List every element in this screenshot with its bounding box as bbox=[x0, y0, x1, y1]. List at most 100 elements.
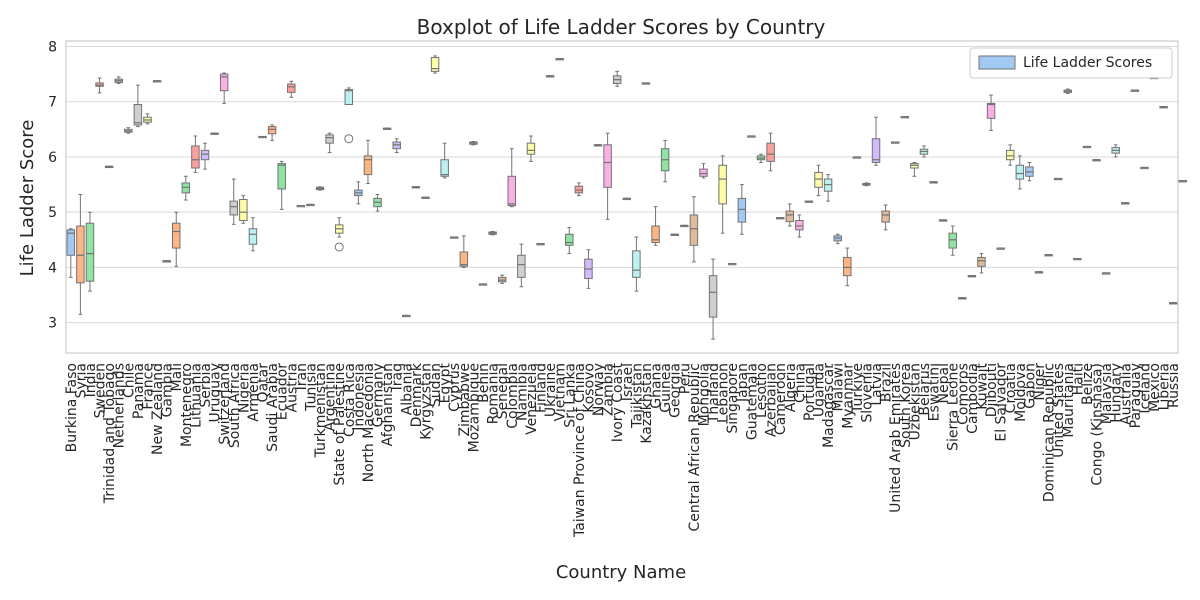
x-tick-label: New Zealand bbox=[150, 363, 166, 455]
box-iqr bbox=[277, 163, 286, 190]
box-65 bbox=[689, 196, 699, 263]
x-tick-label: Iran bbox=[294, 363, 310, 390]
box-20 bbox=[258, 135, 267, 139]
x-axis-label: Country Name bbox=[556, 562, 686, 583]
box-iqr bbox=[191, 145, 200, 169]
box-iqr bbox=[814, 171, 823, 188]
box-78 bbox=[814, 164, 823, 197]
box-48 bbox=[526, 135, 536, 162]
x-tick-label: Norway bbox=[591, 363, 607, 416]
x-tick-label: Sierra Leone bbox=[946, 363, 962, 451]
box-56 bbox=[603, 132, 612, 220]
y-tick-label: 8 bbox=[48, 40, 57, 56]
box-12 bbox=[181, 175, 191, 201]
box-iqr bbox=[948, 232, 957, 249]
box-52 bbox=[565, 227, 574, 255]
x-tick-label: Azerbaijan bbox=[764, 363, 780, 437]
y-tick-label: 7 bbox=[48, 95, 57, 111]
y-tick-label: 5 bbox=[48, 205, 57, 221]
x-tick-label: Tunisia bbox=[303, 363, 319, 412]
x-tick-label: Qatar bbox=[256, 363, 272, 403]
box-38 bbox=[430, 55, 440, 74]
box-96 bbox=[986, 94, 996, 131]
x-tick-label: Malawi bbox=[831, 363, 847, 411]
x-tick-label: Montenegro bbox=[179, 363, 195, 447]
box-77 bbox=[804, 200, 814, 203]
box-73 bbox=[766, 132, 775, 172]
box-iqr bbox=[507, 175, 516, 207]
box-57 bbox=[612, 70, 622, 87]
x-tick-label: Gabon bbox=[1022, 363, 1038, 409]
x-tick-label: Mauritania bbox=[1061, 363, 1077, 438]
box-37 bbox=[421, 196, 430, 199]
x-tick-label: Iraq bbox=[390, 363, 406, 390]
box-6 bbox=[124, 127, 133, 134]
box-8 bbox=[143, 113, 152, 125]
box-49 bbox=[536, 243, 545, 246]
box-31 bbox=[363, 139, 373, 184]
box-iqr bbox=[986, 102, 996, 119]
box-111 bbox=[1130, 89, 1140, 92]
box-50 bbox=[545, 75, 555, 78]
box-5 bbox=[114, 76, 123, 85]
box-iqr bbox=[66, 229, 76, 256]
x-tick-label: Dominican Republic bbox=[1042, 363, 1058, 502]
x-tick-label: Lesotho bbox=[754, 363, 770, 418]
box-40 bbox=[450, 236, 459, 239]
x-tick-label: Guatemala bbox=[744, 363, 760, 440]
box-7 bbox=[133, 84, 143, 128]
box-55 bbox=[593, 144, 603, 147]
box-iqr bbox=[1015, 164, 1025, 180]
y-tick-label: 4 bbox=[48, 260, 57, 276]
x-tick-label: Sri Lanka bbox=[562, 363, 578, 428]
box-26 bbox=[315, 186, 325, 191]
box-iqr bbox=[651, 225, 660, 244]
box-116 bbox=[1178, 180, 1188, 183]
box-iqr bbox=[267, 126, 277, 135]
x-tick-label: Georgia bbox=[668, 363, 684, 418]
box-54 bbox=[584, 249, 593, 289]
x-tick-label: Kosovo bbox=[581, 363, 597, 413]
x-tick-label: Ukraine bbox=[543, 363, 559, 417]
box-17 bbox=[229, 178, 238, 225]
x-tick-label: Singapore bbox=[725, 363, 741, 434]
box-110 bbox=[1121, 202, 1130, 205]
box-94 bbox=[967, 275, 977, 278]
box-43 bbox=[478, 283, 488, 286]
box-iqr bbox=[430, 57, 440, 72]
box-iqr bbox=[603, 144, 612, 188]
x-tick-label: Mozambique bbox=[466, 363, 482, 452]
box-iqr bbox=[795, 219, 804, 231]
box-3 bbox=[95, 77, 104, 94]
x-tick-label: Finland bbox=[534, 363, 550, 413]
x-tick-label: Zimbabwe bbox=[457, 363, 473, 437]
box-102 bbox=[1044, 254, 1053, 257]
legend-swatch bbox=[978, 55, 1016, 70]
x-tick-label: Croatia bbox=[1003, 363, 1019, 413]
box-47 bbox=[517, 243, 526, 288]
x-tick-label: Zambia bbox=[601, 363, 617, 416]
x-tick-label: Guinea bbox=[658, 363, 674, 413]
box-16 bbox=[219, 72, 229, 104]
box-64 bbox=[680, 224, 689, 228]
box-45 bbox=[497, 274, 507, 284]
x-tick-label: Denmark bbox=[409, 362, 425, 427]
box-iqr bbox=[718, 164, 727, 205]
box-iqr bbox=[76, 225, 85, 284]
box-66 bbox=[699, 163, 708, 179]
box-90 bbox=[929, 181, 938, 184]
box-24 bbox=[296, 204, 306, 208]
x-tick-label: Ivory Coast bbox=[610, 363, 626, 443]
box-18 bbox=[239, 195, 248, 224]
box-62 bbox=[660, 139, 670, 183]
box-103 bbox=[1053, 177, 1063, 181]
x-tick-label: Myanmar bbox=[840, 363, 856, 429]
y-tick-label: 3 bbox=[48, 316, 57, 332]
box-74 bbox=[775, 217, 785, 220]
box-iqr bbox=[517, 254, 526, 278]
x-tick-label: Lithuania bbox=[188, 363, 204, 428]
x-tick-label: Russia bbox=[1166, 363, 1182, 408]
box-104 bbox=[1063, 88, 1072, 94]
box-iqr bbox=[871, 138, 881, 163]
